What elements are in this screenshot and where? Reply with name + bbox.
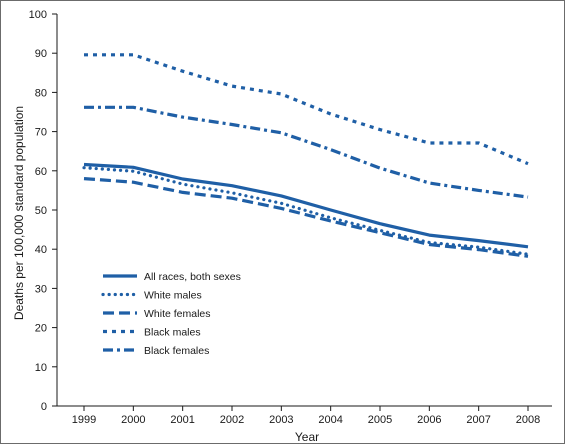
x-tick-label: 2000 — [121, 414, 145, 426]
y-tick-label: 60 — [35, 166, 47, 178]
x-tick-label: 1999 — [72, 414, 96, 426]
x-tick-label: 2006 — [417, 414, 441, 426]
x-tick-label: 2003 — [269, 414, 293, 426]
y-tick-label: 90 — [35, 48, 47, 60]
legend-label: White males — [144, 290, 202, 302]
y-tick-label: 50 — [35, 205, 47, 217]
legend-label: Black females — [144, 345, 209, 357]
legend-label: White females — [144, 308, 211, 320]
y-tick-label: 40 — [35, 244, 47, 256]
x-tick-label: 2001 — [170, 414, 194, 426]
series-line-5 — [84, 105, 529, 199]
series-lines — [82, 53, 530, 258]
y-tick-label: 0 — [41, 401, 47, 413]
x-tick-label: 2008 — [516, 414, 540, 426]
legend-label: All races, both sexes — [144, 271, 241, 283]
series-line-1 — [83, 162, 529, 249]
series-line-4 — [84, 53, 529, 166]
x-tick-label: 2002 — [220, 414, 244, 426]
x-axis-title: Year — [295, 430, 319, 444]
y-tick-label: 20 — [35, 323, 47, 335]
y-tick-label: 80 — [35, 87, 47, 99]
legend: All races, both sexes White males White fe… — [101, 271, 241, 357]
legend-label: Black males — [144, 327, 201, 339]
y-tick-label: 70 — [35, 127, 47, 139]
y-tick-label: 10 — [35, 362, 47, 374]
series-line-2 — [82, 166, 530, 256]
series-line-3 — [83, 177, 529, 258]
y-axis-title: Deaths per 100,000 standard population — [12, 106, 26, 320]
x-tick-label: 2005 — [368, 414, 392, 426]
x-tick-label: 2004 — [318, 414, 342, 426]
x-tick-label: 2007 — [466, 414, 490, 426]
y-tick-label: 100 — [29, 9, 47, 21]
axes: 0 10 20 30 40 50 60 70 80 90 100 1999 2000 2001 2002 20… — [29, 9, 552, 426]
y-tick-label: 30 — [35, 283, 47, 295]
